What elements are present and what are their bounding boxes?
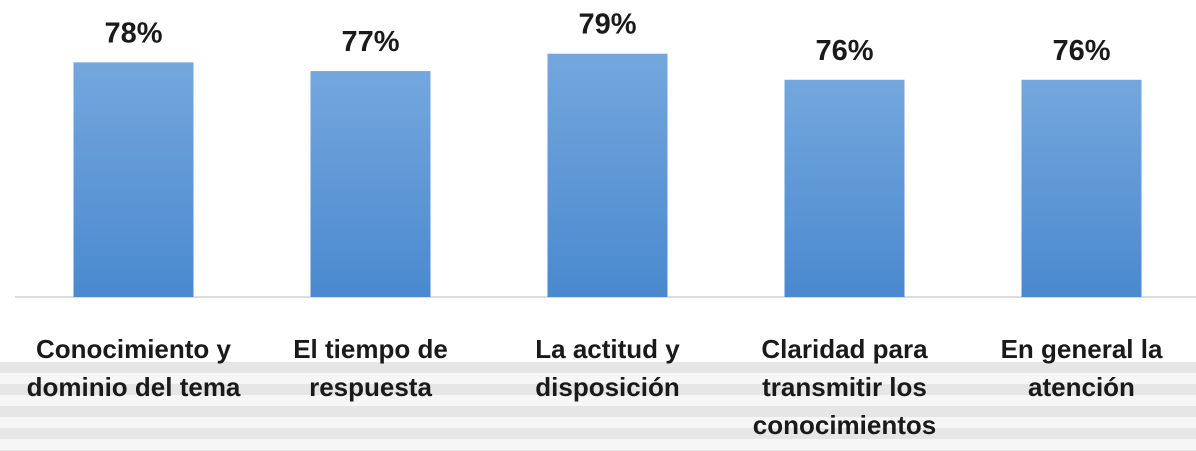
x-tick-label: En general la atención xyxy=(1000,334,1163,402)
bar xyxy=(547,53,668,298)
x-tick-label: Claridad para transmitir los conocimient… xyxy=(752,334,937,440)
value-label: 79% xyxy=(578,9,636,41)
bar xyxy=(310,71,431,297)
background-stripes xyxy=(0,362,1196,451)
x-tick-label: Conocimiento y dominio del tema xyxy=(26,334,241,402)
value-label: 76% xyxy=(1052,35,1110,67)
value-label: 77% xyxy=(341,26,399,58)
bar xyxy=(1021,79,1142,297)
x-tick-label: El tiempo de respuesta xyxy=(293,334,448,402)
bar xyxy=(784,79,905,297)
x-tick-label: La actitud y disposición xyxy=(535,334,680,402)
value-label: 78% xyxy=(104,17,162,49)
value-label: 76% xyxy=(815,35,873,67)
bar xyxy=(73,62,194,298)
